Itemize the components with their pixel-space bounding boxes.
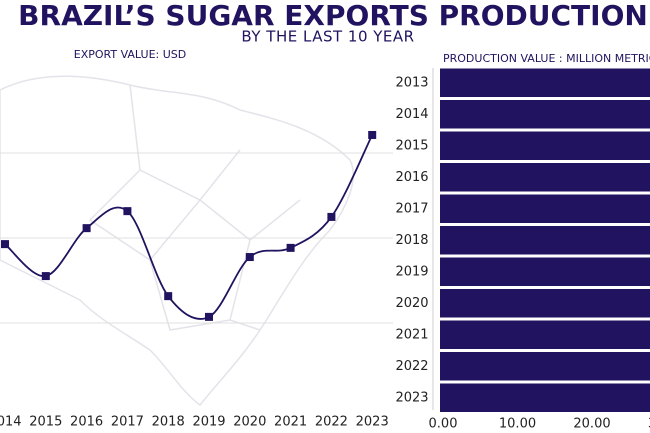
point [245, 253, 254, 262]
panel-header [438, 49, 650, 68]
x-tick-label: 2022 [315, 415, 348, 430]
x-tick-label: 10.00 [499, 417, 536, 432]
y-tick-label: 2020 [395, 296, 428, 311]
line [4, 134, 374, 320]
x-tick-label: 2019 [192, 415, 225, 430]
point [41, 272, 50, 281]
x-tick-label: 20.00 [573, 417, 610, 432]
x-tick-label: 2017 [111, 415, 144, 430]
bar [440, 257, 650, 286]
y-tick-label: 2018 [395, 233, 428, 248]
chart-title: BRAZIL’S SUGAR EXPORTS PRODUCTION [18, 0, 648, 32]
y-tick-label: 2023 [395, 390, 428, 405]
y-tick-label: 2016 [395, 170, 428, 185]
bar [440, 320, 650, 349]
x-axis-title: PRODUCTION VALUE : MILLION METRIC TONS [443, 52, 650, 65]
point [164, 292, 173, 301]
bar [440, 131, 650, 160]
x-tick-label: 2020 [233, 415, 266, 430]
y-tick-label: 2014 [395, 107, 428, 122]
bar [440, 194, 650, 223]
bar [440, 383, 650, 412]
point [327, 212, 336, 221]
bar [440, 163, 650, 192]
y-tick-label: 2015 [395, 138, 428, 153]
bar [440, 226, 650, 255]
bar [440, 68, 650, 97]
y-tick-label: 2013 [395, 75, 428, 90]
x-tick-label: 0.00 [429, 417, 458, 432]
bar [440, 352, 650, 381]
y-tick-label: 2022 [395, 359, 428, 374]
x-tick-label: 30.00 [648, 417, 650, 432]
y-axis-title: EXPORT VALUE: USD [74, 48, 186, 61]
bar [440, 100, 650, 129]
chart-subtitle: BY THE LAST 10 YEAR [241, 28, 414, 46]
point [205, 312, 213, 321]
bar [440, 289, 650, 318]
x-tick-label: 2023 [356, 415, 389, 430]
y-tick-label: 2021 [395, 327, 428, 342]
point [286, 243, 295, 252]
x-tick-label: 2021 [274, 415, 307, 430]
x-tick-label: 2018 [152, 415, 185, 430]
point [82, 224, 91, 233]
x-tick-label: 2015 [29, 415, 62, 430]
point [123, 207, 132, 216]
y-tick-label: 2017 [395, 201, 428, 216]
map-background [0, 75, 354, 407]
point [368, 130, 377, 139]
x-tick-label: 2014 [0, 415, 22, 430]
point [1, 240, 9, 249]
x-tick-label: 2016 [70, 415, 103, 430]
y-tick-label: 2019 [395, 264, 428, 279]
